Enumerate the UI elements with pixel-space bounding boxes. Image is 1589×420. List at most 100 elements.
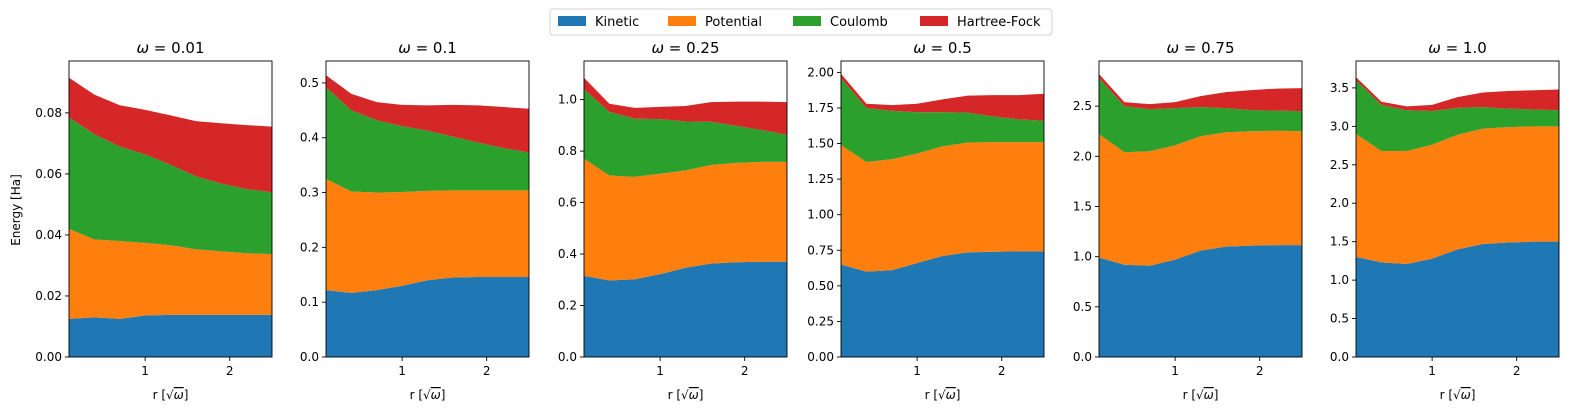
area-coulomb: [326, 87, 529, 193]
legend-label: Kinetic: [595, 15, 639, 30]
x-label-variable: ω: [689, 388, 699, 402]
title-equals: =: [1441, 39, 1463, 57]
y-tick-label: 0.4: [558, 247, 577, 261]
area-hartree-fock: [584, 77, 787, 135]
y-tick-label: 1.75: [807, 101, 834, 115]
title-variable: ω: [651, 39, 664, 57]
x-tick-label: 2: [1256, 364, 1264, 378]
title-value: 1.0: [1463, 39, 1487, 57]
x-tick-label: 1: [1171, 364, 1179, 378]
y-tick-label: 2.0: [1330, 196, 1349, 210]
x-label-sqrt: √: [681, 388, 689, 402]
title-value: 0.75: [1201, 39, 1234, 57]
y-tick-label: 0.25: [807, 314, 834, 328]
subplot: 0.00 0.25 0.50 0.75 1.00 1.25 1.50 1.75 2.00 1 2 ω …: [807, 39, 1045, 402]
title-variable: ω: [1428, 39, 1441, 57]
legend-label: Potential: [705, 15, 762, 30]
subplot: 0.00.10.20.30.40.51 2ω = 0.1r [√ω]: [300, 39, 530, 402]
subplot-title: ω = 1.0: [1428, 39, 1487, 57]
x-label-variable: ω: [946, 388, 956, 402]
x-label-variable: ω: [431, 388, 441, 402]
x-label-suffix: ]: [699, 388, 704, 402]
legend-swatch: [558, 16, 586, 26]
axes-frame: [1355, 60, 1560, 358]
subplot-title: ω = 0.5: [913, 39, 972, 57]
y-tick-label: 1.00: [807, 208, 834, 222]
x-tick-label: 1: [656, 364, 664, 378]
y-tick-label: 1.0: [558, 93, 577, 107]
x-tick-label: 2: [226, 364, 234, 378]
x-label-prefix: r [: [1440, 388, 1453, 402]
x-axis-label: r [√ω]: [1440, 388, 1476, 402]
title-variable: ω: [913, 39, 926, 57]
y-tick-label: 0.50: [807, 279, 834, 293]
area-potential: [326, 178, 529, 293]
y-tick-label: 1.5: [1330, 235, 1349, 249]
x-tick-label: 2: [741, 364, 749, 378]
title-value: 0.1: [433, 39, 457, 57]
y-tick-label: 0.08: [35, 106, 62, 120]
y-tick-label: 0.0: [300, 350, 319, 364]
title-equals: =: [1179, 39, 1201, 57]
x-label-sqrt: √: [1196, 388, 1204, 402]
axes-frame: [583, 60, 788, 358]
y-tick-label: 0.2: [300, 240, 319, 254]
x-tick-label: 2: [483, 364, 491, 378]
x-label-suffix: ]: [1471, 388, 1476, 402]
x-axis-label: r [√ω]: [410, 388, 446, 402]
title-value: 0.25: [686, 39, 719, 57]
y-tick-label: 3.0: [1330, 119, 1349, 133]
title-variable: ω: [1166, 39, 1179, 57]
y-tick-label: 3.5: [1330, 81, 1349, 95]
legend-label: Hartree-Fock: [957, 15, 1041, 30]
area-hartree-fock: [1099, 74, 1302, 112]
y-tick-label: 0.75: [807, 243, 834, 257]
area-potential: [69, 228, 272, 319]
area-coulomb: [1099, 78, 1302, 153]
y-tick-label: 0.5: [1073, 300, 1092, 314]
legend: Kinetic Potential Coulomb Hartree-Fock: [549, 8, 1053, 36]
y-tick-label: 0.4: [300, 131, 319, 145]
y-tick-label: 0.0: [558, 350, 577, 364]
area-hartree-fock: [1356, 77, 1559, 111]
area-coulomb: [841, 78, 1044, 163]
subplot: 0.00.51.01.52.02.53.03.51 2ω = 1.0r [√ω]: [1330, 39, 1560, 402]
x-label-sqrt: √: [423, 388, 431, 402]
y-tick-label: 1.5: [1073, 199, 1092, 213]
y-tick-label: 0.00: [35, 350, 62, 364]
subplot-title: ω = 0.25: [651, 39, 719, 57]
y-tick-label: 1.50: [807, 137, 834, 151]
x-label-prefix: r [: [668, 388, 681, 402]
area-hartree-fock: [841, 73, 1044, 121]
y-tick-label: 1.0: [1073, 250, 1092, 264]
x-tick-label: 2: [998, 364, 1006, 378]
x-label-variable: ω: [1204, 388, 1214, 402]
y-tick-label: 0.0: [1073, 350, 1092, 364]
title-variable: ω: [136, 39, 149, 57]
area-potential: [841, 142, 1044, 272]
y-tick-label: 0.04: [35, 228, 62, 242]
y-tick-label: 0.1: [300, 295, 319, 309]
y-tick-label: 0.2: [558, 299, 577, 313]
subplot: 0.00.20.40.60.81.01 2ω = 0.25r [√ω]: [558, 39, 788, 402]
subplot: 0.000.020.040.060.081 2ω = 0.01r [√ω]: [35, 39, 273, 402]
legend-label: Coulomb: [830, 15, 888, 30]
legend-swatch: [920, 16, 948, 26]
x-tick-label: 1: [1428, 364, 1436, 378]
y-tick-label: 0.3: [300, 186, 319, 200]
y-axis-label: Energy [Ha]: [9, 174, 23, 246]
subplot-title: ω = 0.01: [136, 39, 204, 57]
x-tick-label: 2: [1513, 364, 1521, 378]
area-coulomb: [69, 117, 272, 255]
x-label-suffix: ]: [441, 388, 446, 402]
y-tick-label: 1.0: [1330, 273, 1349, 287]
y-tick-label: 0.8: [558, 144, 577, 158]
x-label-sqrt: √: [938, 388, 946, 402]
area-potential: [1356, 126, 1559, 264]
x-label-prefix: r [: [410, 388, 423, 402]
subplot-title: ω = 0.1: [398, 39, 457, 57]
area-potential: [584, 158, 787, 281]
x-axis-label: r [√ω]: [153, 388, 189, 402]
x-label-suffix: ]: [1214, 388, 1219, 402]
